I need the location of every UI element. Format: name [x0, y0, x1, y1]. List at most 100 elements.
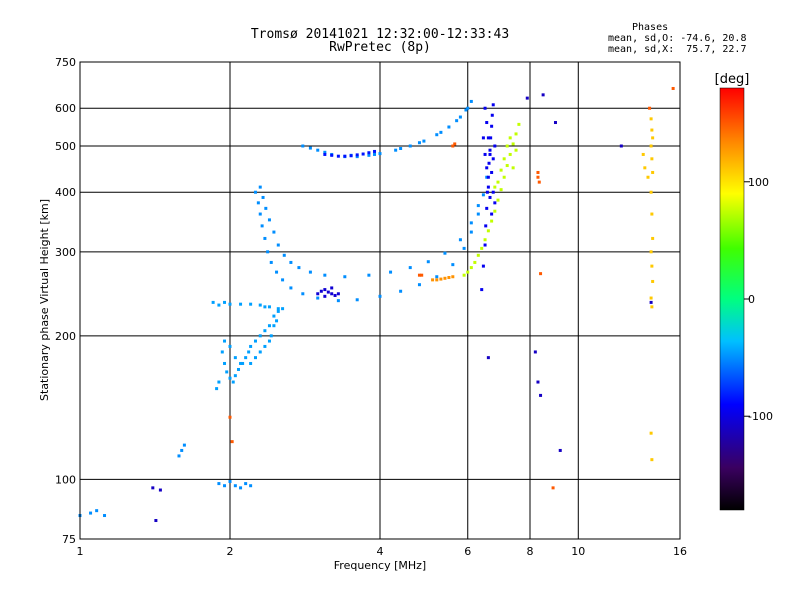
data-point: [435, 278, 439, 282]
data-point: [228, 344, 232, 348]
data-point: [486, 136, 490, 140]
y-tick-label: 600: [55, 102, 76, 115]
data-point: [476, 253, 480, 257]
data-point: [276, 307, 280, 311]
data-point: [481, 136, 485, 140]
data-point: [394, 148, 398, 152]
data-point: [505, 164, 509, 168]
data-point: [239, 302, 243, 306]
data-point: [649, 300, 653, 304]
data-point: [228, 302, 232, 306]
data-point: [258, 334, 262, 338]
data-point: [151, 486, 155, 490]
data-point: [483, 106, 487, 110]
data-point: [239, 361, 243, 365]
data-point: [276, 243, 280, 247]
data-point: [491, 157, 495, 161]
data-point: [399, 146, 403, 150]
data-point: [223, 300, 227, 304]
data-point: [282, 253, 286, 257]
x-axis-label: Frequency [MHz]: [334, 559, 426, 572]
data-point: [536, 380, 540, 384]
data-point: [249, 361, 253, 365]
data-point: [297, 266, 301, 270]
data-point: [343, 154, 347, 158]
data-point: [408, 144, 412, 148]
y-tick-label: 75: [62, 533, 76, 546]
data-point: [217, 482, 221, 486]
data-point: [486, 356, 490, 360]
data-point: [651, 236, 655, 240]
data-point: [323, 152, 327, 156]
data-point: [244, 482, 248, 486]
data-point: [267, 218, 271, 222]
data-point: [469, 266, 473, 270]
data-point: [266, 250, 270, 254]
data-point: [511, 142, 515, 146]
data-point: [272, 230, 276, 234]
data-point: [447, 276, 451, 280]
data-point: [367, 151, 371, 155]
data-point: [289, 260, 293, 264]
data-point: [223, 484, 227, 488]
data-point: [343, 275, 347, 279]
data-point: [485, 190, 489, 194]
data-point: [355, 298, 359, 302]
data-point: [319, 289, 323, 293]
data-point: [426, 260, 430, 264]
data-point: [651, 170, 655, 174]
data-point: [263, 344, 267, 348]
data-point: [253, 356, 257, 360]
data-point: [258, 350, 262, 354]
data-point: [289, 286, 293, 290]
data-point: [443, 276, 447, 280]
data-point: [258, 212, 262, 216]
data-point: [417, 283, 421, 287]
data-point: [485, 175, 489, 179]
data-point: [533, 350, 537, 354]
colorbar-tick-label: -100: [748, 410, 773, 423]
data-point: [355, 155, 359, 159]
data-point: [236, 367, 240, 371]
data-point: [223, 361, 227, 365]
data-point: [367, 153, 371, 157]
data-point: [643, 166, 647, 170]
data-point: [490, 219, 494, 223]
data-point: [539, 272, 543, 276]
chart-title: Tromsø 20141021 12:32:00-12:33:43: [250, 27, 510, 42]
data-point: [349, 154, 353, 158]
data-point: [422, 139, 426, 143]
data-point: [469, 99, 473, 103]
data-point: [253, 339, 257, 343]
data-point: [233, 484, 237, 488]
colorbar-label: [deg]: [715, 72, 750, 87]
data-point: [649, 431, 653, 435]
data-point: [308, 146, 312, 150]
data-point: [536, 170, 540, 174]
data-point: [326, 290, 330, 294]
data-point: [330, 292, 334, 296]
data-point: [378, 294, 382, 298]
data-point: [260, 224, 264, 228]
data-point: [485, 121, 489, 125]
data-point: [493, 185, 497, 189]
data-point: [649, 117, 653, 121]
data-point: [488, 195, 492, 199]
data-point: [491, 190, 495, 194]
y-axis-label: Stationary phase Virtual Height [km]: [38, 199, 51, 401]
data-point: [249, 484, 253, 488]
data-point: [333, 293, 337, 297]
y-tick-label: 500: [55, 140, 76, 153]
colorbar-tick-label: 100: [748, 176, 769, 189]
data-point: [95, 509, 99, 513]
data-point: [330, 286, 334, 290]
data-point: [256, 201, 260, 205]
data-point: [455, 119, 459, 123]
data-point: [650, 157, 654, 161]
data-point: [373, 149, 377, 153]
y-tick-label: 200: [55, 330, 76, 343]
x-tick-label: 4: [377, 545, 384, 558]
data-point: [417, 273, 421, 277]
x-tick-label: 6: [464, 545, 471, 558]
data-point: [264, 206, 268, 210]
